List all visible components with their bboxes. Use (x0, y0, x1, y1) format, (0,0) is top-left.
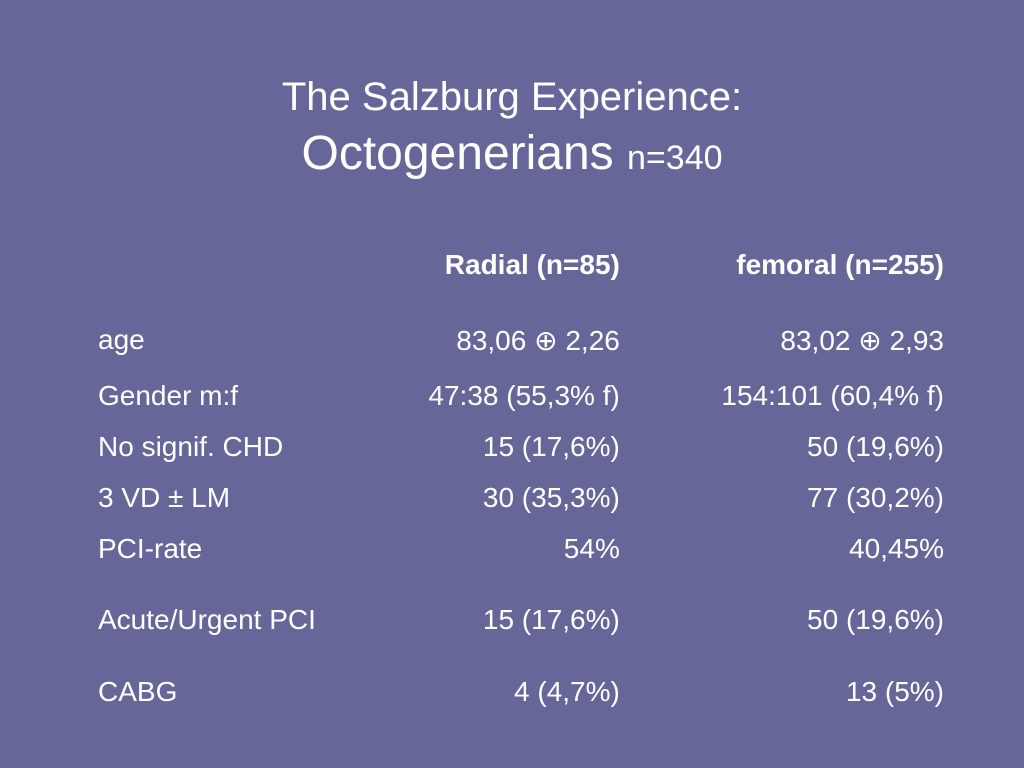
table-row-cabg: CABG 4 (4,7%) 13 (5%) (90, 666, 952, 717)
title-line-2: Octogenerians n=340 (0, 124, 1024, 188)
radial-value: 83,06 ⊕ 2,26 (456, 324, 620, 356)
radial-value: 54% (563, 532, 620, 564)
radial-value: 15 (17,6%) (482, 604, 620, 635)
column-header-radial: Radial (n=85) (444, 249, 620, 280)
radial-value: 15 (17,6%) (482, 430, 620, 462)
row-label: PCI-rate (98, 532, 203, 564)
radial-value: 47:38 (55,3% f) (428, 379, 620, 411)
row-label: Acute/Urgent PCI (98, 604, 316, 635)
table-header-row: Radial (n=85) femoral (n=255) (90, 236, 952, 300)
table-row-age: age 83,06 ⊕ 2,26 83,02 ⊕ 2,93 (90, 300, 952, 370)
femoral-value: 13 (5%) (845, 675, 944, 707)
table-row-pci-rate: PCI-rate 54% 40,45% (90, 523, 952, 574)
femoral-value: 40,45% (849, 532, 944, 564)
table-row-no-signif-chd: No signif. CHD 15 (17,6%) 50 (19,6%) (90, 421, 952, 472)
femoral-value: 77 (30,2%) (807, 481, 944, 513)
radial-value: 30 (35,3%) (482, 481, 620, 513)
row-label: CABG (98, 675, 178, 707)
title-sample-size: n=340 (627, 139, 723, 177)
table-row-acute-urgent-pci: Acute/Urgent PCI 15 (17,6%) 50 (19,6%) (90, 574, 952, 666)
column-header-femoral: femoral (n=255) (736, 249, 944, 280)
row-label: 3 VD ± LM (98, 481, 231, 513)
radial-value: 4 (4,7%) (514, 675, 620, 707)
title-main: Octogenerians (301, 127, 614, 180)
title-line-1: The Salzburg Experience: (281, 75, 743, 119)
table-row-gender: Gender m:f 47:38 (55,3% f) 154:101 (60,4… (90, 370, 952, 421)
row-label: Gender m:f (98, 379, 239, 411)
slide-title: The Salzburg Experience: Octogenerians n… (0, 72, 1024, 188)
femoral-value: 50 (19,6%) (807, 604, 944, 635)
row-label: No signif. CHD (98, 430, 284, 462)
table-row-3vd-lm: 3 VD ± LM 30 (35,3%) 77 (30,2%) (90, 472, 952, 523)
femoral-value: 83,02 ⊕ 2,93 (780, 324, 944, 356)
femoral-value: 50 (19,6%) (807, 430, 944, 462)
column-header-label (90, 236, 346, 300)
femoral-value: 154:101 (60,4% f) (721, 379, 944, 411)
row-label: age (98, 324, 145, 355)
comparison-table: Radial (n=85) femoral (n=255) age 83,06 … (90, 236, 952, 717)
